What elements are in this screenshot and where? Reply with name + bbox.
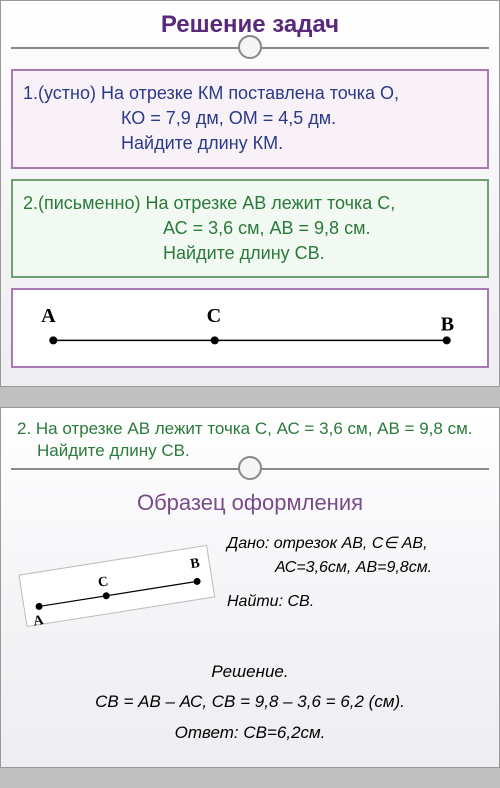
problem-1-box: 1.(устно) На отрезке КМ поставлена точка… <box>11 69 489 169</box>
slide2-divider <box>11 468 489 470</box>
slide-1: Решение задач 1.(устно) На отрезке КМ по… <box>0 0 500 387</box>
problem-1-line-2: КО = 7,9 дм, ОМ = 4,5 дм. <box>23 106 477 131</box>
solution-answer: Ответ: СВ=6,2см. <box>11 718 489 749</box>
tilted-segment-diagram: A C B <box>17 532 217 647</box>
solution-row: A C B Дано: отрезок АВ, С∈ АВ, АС=3,6см,… <box>11 532 489 647</box>
point-label-c: C <box>207 305 222 327</box>
problem-1-line-3: Найдите длину КМ. <box>23 131 477 156</box>
solution-formula: СВ = АВ – АС, СВ = 9,8 – 3,6 = 6,2 (см). <box>11 687 489 718</box>
problem-2-line-3: Найдите длину СВ. <box>23 241 477 266</box>
problem-2-line-1: 2.(письменно) На отрезке АВ лежит точка … <box>23 191 477 216</box>
solution-block: Решение. СВ = АВ – АС, СВ = 9,8 – 3,6 = … <box>11 657 489 749</box>
problem-2-box: 2.(письменно) На отрезке АВ лежит точка … <box>11 179 489 279</box>
segment-diagram-box: A C B <box>11 288 489 367</box>
slide-2: 2. На отрезке АВ лежит точка С, АС = 3,6… <box>0 407 500 768</box>
problem-1-line-1: 1.(устно) На отрезке КМ поставлена точка… <box>23 81 477 106</box>
point-label-a: A <box>41 305 56 327</box>
problem-2-line-2: АС = 3,6 см, АВ = 9,8 см. <box>23 216 477 241</box>
given-line-2: АС=3,6см, АВ=9,8см. <box>227 556 483 580</box>
solution-heading: Решение. <box>11 657 489 688</box>
find-line: Найти: СВ. <box>227 590 483 614</box>
given-line-1: Дано: отрезок АВ, С∈ АВ, <box>227 532 483 556</box>
point-label-b: B <box>441 313 454 335</box>
segment-diagram: A C B <box>23 300 477 355</box>
sample-title: Образец оформления <box>11 490 489 516</box>
given-block: Дано: отрезок АВ, С∈ АВ, АС=3,6см, АВ=9,… <box>227 532 483 614</box>
problem-2-header-line-1: 2. На отрезке АВ лежит точка С, АС = 3,6… <box>17 418 483 440</box>
title-divider <box>11 47 489 49</box>
